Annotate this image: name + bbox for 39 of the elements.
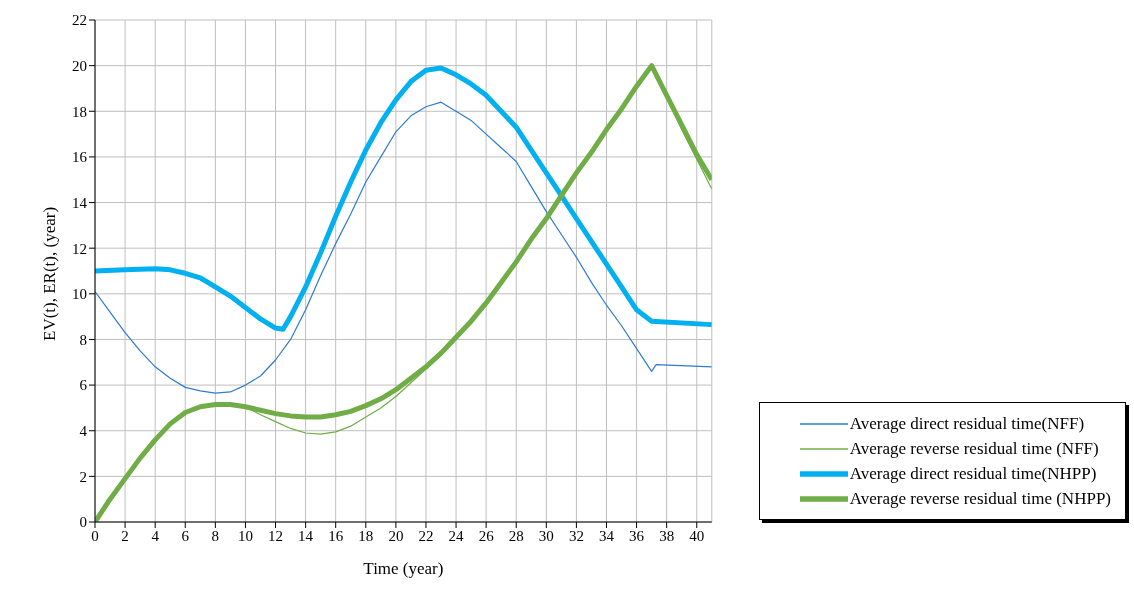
x-tick-label: 30 <box>538 527 554 544</box>
x-tick-label: 0 <box>91 527 99 544</box>
y-tick-label: 8 <box>79 331 87 348</box>
x-tick-label: 22 <box>418 527 434 544</box>
x-tick-label: 14 <box>298 527 314 544</box>
legend-label: Average direct residual time(NHPP) <box>849 463 1097 484</box>
x-tick-label: 10 <box>237 527 253 544</box>
x-tick-label: 38 <box>659 527 675 544</box>
y-tick-label: 0 <box>79 514 87 531</box>
x-axis-title: Time (year) <box>363 559 444 578</box>
y-tick-label: 2 <box>79 468 87 485</box>
y-tick-label: 12 <box>72 240 87 257</box>
y-tick-label: 18 <box>72 103 87 120</box>
legend-label: Average reverse residual time (NFF) <box>849 438 1099 459</box>
x-tick-label: 32 <box>568 527 584 544</box>
x-tick-label: 12 <box>268 527 284 544</box>
x-tick-label: 34 <box>598 527 615 544</box>
x-tick-label: 18 <box>358 527 374 544</box>
y-tick-label: 10 <box>72 286 87 303</box>
x-tick-label: 24 <box>448 527 465 544</box>
x-tick-label: 26 <box>478 527 495 544</box>
y-tick-label: 20 <box>72 57 87 74</box>
y-tick-label: 16 <box>72 149 88 166</box>
y-tick-label: 4 <box>79 423 88 440</box>
x-tick-label: 40 <box>689 527 705 544</box>
y-axis-title: EV(t), ER(t), (year) <box>40 206 60 341</box>
x-tick-label: 4 <box>151 527 160 544</box>
x-tick-label: 20 <box>388 527 404 544</box>
legend-label: Average direct residual time(NFF) <box>849 413 1085 434</box>
x-tick-label: 6 <box>181 527 190 544</box>
x-tick-label: 8 <box>211 527 220 544</box>
x-tick-label: 2 <box>121 527 129 544</box>
y-tick-label: 14 <box>72 194 88 211</box>
x-tick-label: 16 <box>328 527 344 544</box>
x-tick-label: 28 <box>508 527 524 544</box>
legend-label: Average reverse residual time (NHPP) <box>849 488 1111 509</box>
y-tick-label: 22 <box>72 12 87 29</box>
x-tick-label: 36 <box>629 527 645 544</box>
y-tick-label: 6 <box>79 377 88 394</box>
